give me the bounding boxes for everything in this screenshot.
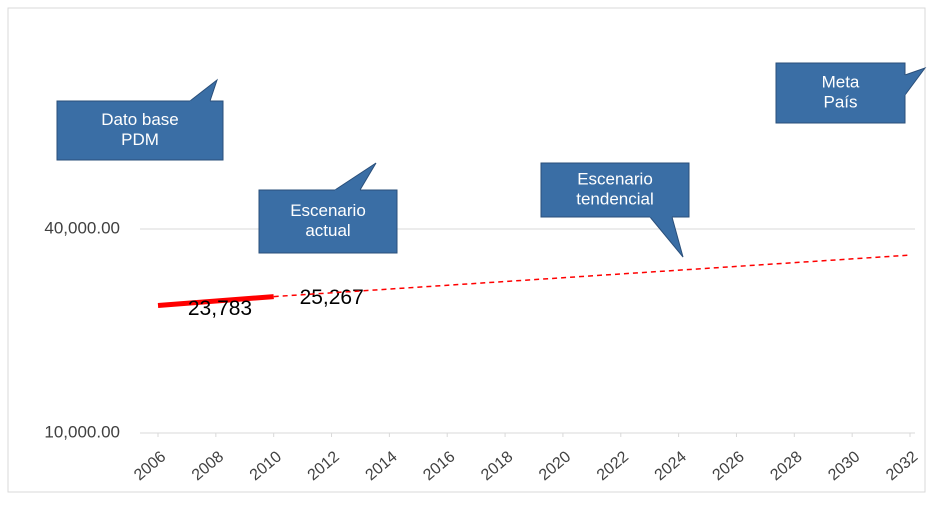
callout-text: País [823, 92, 857, 111]
y-tick-label: 10,000.00 [44, 422, 120, 441]
data-label: 23,783 [188, 297, 252, 320]
callout-text: tendencial [576, 189, 654, 208]
callout-text: Escenario [290, 201, 366, 220]
series-line [157, 294, 274, 308]
data-label: 25,267 [300, 286, 364, 309]
callout-box [540, 162, 690, 218]
callout-box [258, 189, 398, 254]
callout-text: Dato base [101, 110, 179, 129]
callout-text: Escenario [577, 169, 653, 188]
callout-text: Meta [822, 72, 860, 91]
callout-text: PDM [121, 130, 159, 149]
series-line [273, 254, 911, 298]
chart-frame [7, 7, 926, 493]
callout-box [56, 100, 224, 161]
callout-box [775, 62, 906, 124]
callout-text: actual [305, 221, 350, 240]
y-tick-label: 40,000.00 [44, 218, 120, 237]
